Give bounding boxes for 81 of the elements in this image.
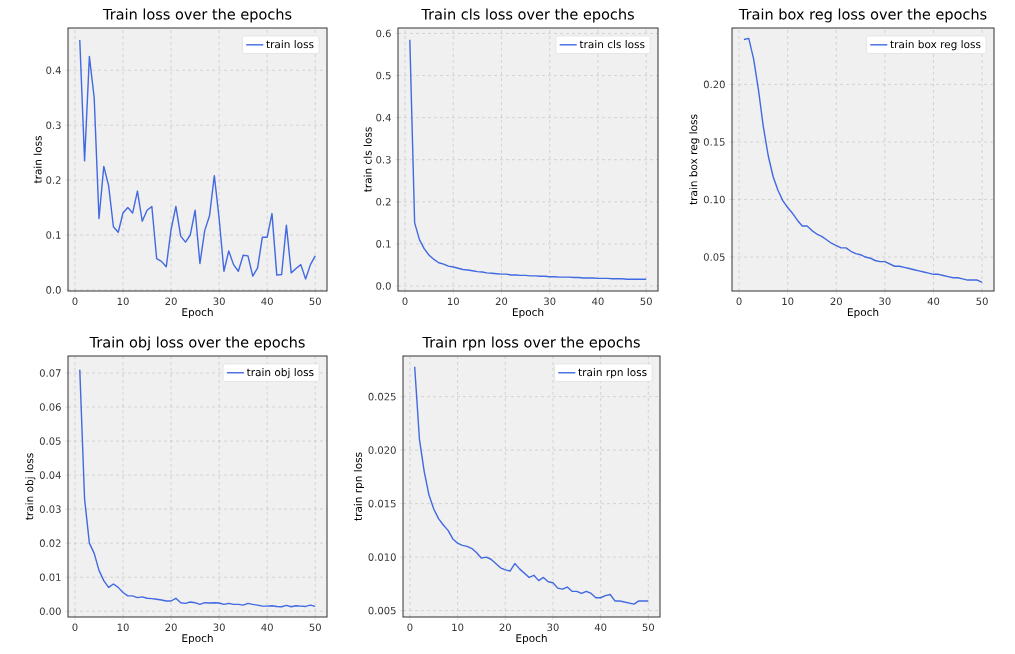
y-tick-label: 0.04 [39,471,61,479]
x-tick-label: 40 [261,297,273,306]
x-axis-title: Epoch [182,633,213,645]
x-tick-label: 20 [499,623,511,632]
y-tick-label: 0.0 [376,282,391,290]
y-tick-label: 0.4 [376,113,391,122]
y-tick-label: 0.1 [376,240,391,248]
line-series [79,368,316,608]
y-tick-label: 0.01 [39,573,61,581]
x-tick-label: 50 [309,623,321,632]
x-tick-label: 30 [547,623,559,632]
x-tick-label: 40 [594,623,607,632]
y-tick-label: 0.05 [703,253,725,261]
x-tick-label: 40 [927,297,940,306]
y-tick-label: 0.025 [368,392,396,401]
x-tick-label: 30 [213,623,225,632]
y-axis-title: train box reg loss [689,114,700,205]
y-tick-label: 0.015 [368,499,396,508]
chart-title: Train box reg loss over the epochs [738,8,987,23]
x-tick-label: 0 [407,623,413,632]
x-tick-label: 30 [213,297,225,306]
x-tick-label: 40 [261,623,273,632]
x-axis-title: Epoch [516,633,547,645]
y-tick-label: 0.00 [39,607,61,615]
x-tick-label: 0 [402,297,408,306]
x-tick-label: 50 [976,297,988,306]
y-axis-title: train rpn loss [353,452,364,521]
x-tick-label: 50 [309,297,321,306]
x-axis-title: Epoch [847,307,879,319]
y-axis-title: train loss [33,135,42,184]
chart-title: Train loss over the epochs [102,8,292,23]
x-tick-label: 10 [782,297,794,306]
y-tick-label: 0.10 [703,195,725,204]
x-tick-label: 10 [117,623,129,632]
y-tick-label: 0.2 [376,197,391,206]
x-tick-label: 30 [879,297,891,306]
y-tick-label: 0.6 [376,29,391,38]
y-tick-label: 0.5 [376,71,391,80]
y-tick-label: 0.005 [368,606,396,615]
chart-title: Train obj loss over the epochs [89,336,305,351]
x-tick-label: 20 [165,297,177,306]
y-tick-label: 0.3 [376,155,391,164]
x-tick-label: 50 [642,623,655,632]
y-tick-label: 0.03 [39,505,61,513]
y-tick-label: 0.20 [703,80,725,89]
chart-title: Train cls loss over the epochs [421,8,634,23]
y-tick-label: 0.06 [39,403,61,411]
legend-label: train rpn loss [578,368,647,379]
y-tick-label: 0.4 [46,66,61,75]
x-tick-label: 0 [72,297,78,306]
x-tick-label: 10 [452,623,464,632]
y-tick-label: 0.02 [39,539,61,547]
x-tick-label: 20 [165,623,177,632]
x-tick-label: 40 [592,297,604,306]
x-tick-label: 10 [447,297,459,306]
legend-label: train box reg loss [890,40,981,51]
legend-label: train loss [266,40,314,49]
x-axis-title: Epoch [512,307,544,319]
y-axis-title: train obj loss [25,453,36,520]
x-tick-label: 20 [830,297,842,306]
y-axis-title: train cls loss [363,127,372,192]
line-series [79,39,316,280]
y-tick-label: 0.1 [46,231,61,239]
y-tick-label: 0.2 [46,176,61,184]
chart-title: Train rpn loss over the epochs [422,336,640,351]
y-tick-label: 0.15 [703,138,725,146]
x-axis-title: Epoch [182,307,213,319]
x-tick-label: 30 [544,297,556,306]
legend-label: train cls loss [579,40,645,49]
x-tick-label: 0 [72,623,78,632]
y-tick-label: 0.0 [46,286,61,294]
y-tick-label: 0.020 [368,446,396,454]
y-tick-label: 0.07 [39,369,61,377]
x-tick-label: 0 [736,297,742,306]
x-tick-label: 20 [495,297,508,306]
y-tick-label: 0.3 [46,121,61,129]
y-tick-label: 0.010 [368,553,396,561]
y-tick-label: 0.05 [39,437,61,445]
x-tick-label: 50 [640,297,652,306]
legend-label: train obj loss [246,368,314,379]
x-tick-label: 10 [117,297,129,306]
